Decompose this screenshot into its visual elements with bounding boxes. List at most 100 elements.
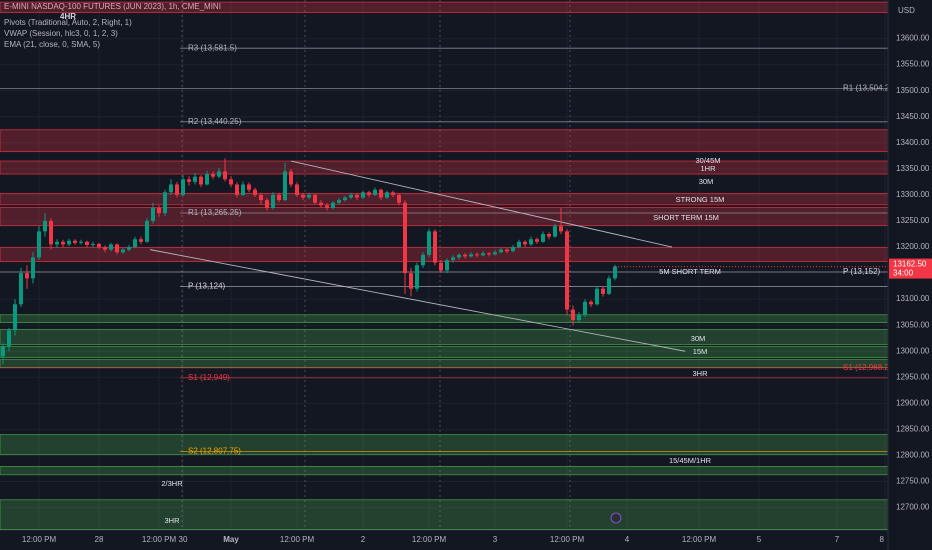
candle-body — [169, 184, 173, 193]
y-tick-label: 12900.00 — [896, 398, 930, 407]
zone — [0, 1, 889, 13]
y-tick-label: 13100.00 — [896, 294, 930, 303]
candle-body — [187, 179, 191, 182]
candle-body — [157, 207, 161, 214]
candle-body — [145, 220, 149, 242]
candle-body — [379, 189, 383, 198]
candle-body — [115, 244, 119, 253]
x-tick-label: 7 — [835, 535, 840, 544]
candle-body — [259, 194, 263, 201]
candle-body — [31, 257, 35, 279]
x-tick-label: 12:00 PM — [22, 535, 57, 544]
pivot-label: P (13,152) — [843, 267, 881, 276]
candle-body — [349, 194, 353, 198]
candle-body — [529, 239, 533, 245]
x-tick-label: 12:00 PM — [682, 535, 717, 544]
candle-body — [139, 239, 143, 242]
candle-body — [73, 240, 77, 243]
candle-body — [547, 233, 551, 237]
pivot-label: S1 (12,949) — [188, 373, 230, 382]
candle-body — [571, 309, 575, 320]
zone — [0, 499, 889, 530]
candle-body — [583, 301, 587, 315]
candle-body — [475, 254, 479, 256]
y-tick-label: 12700.00 — [896, 503, 930, 512]
x-tick-label: 12:00 PM — [280, 535, 315, 544]
candle-body — [211, 174, 215, 177]
y-tick-label: 13250.00 — [896, 216, 930, 225]
zone-annotation: SHORT TERM 15M — [653, 213, 719, 222]
zone-annotation: 1HR — [700, 164, 716, 173]
candle-body — [433, 231, 437, 263]
last-price-badge — [889, 258, 932, 279]
candle-body — [355, 194, 359, 198]
y-tick-label: 12750.00 — [896, 477, 930, 486]
candle-body — [193, 176, 197, 182]
candle-body — [103, 247, 107, 250]
zone — [0, 207, 889, 227]
y-tick-label: 13000.00 — [896, 346, 930, 355]
candle-body — [271, 194, 275, 208]
x-tick-label: 12:00 PM — [142, 535, 177, 544]
candle-body — [517, 241, 521, 248]
candle-body — [325, 205, 329, 208]
timeframe-note: 4HR — [60, 12, 76, 21]
candle-body — [151, 207, 155, 221]
x-tick-label: 2 — [361, 535, 366, 544]
x-tick-label: 3 — [493, 535, 498, 544]
candle-body — [1, 346, 5, 357]
candle-body — [229, 179, 233, 185]
candle-body — [121, 249, 125, 253]
x-tick-label: 5 — [757, 535, 762, 544]
candle-body — [541, 233, 545, 242]
candle-body — [589, 301, 593, 305]
candle-body — [451, 257, 455, 261]
last-price-label: 13162.50 — [893, 260, 927, 269]
candle-body — [253, 189, 257, 195]
candle-body — [307, 194, 311, 198]
candle-body — [361, 192, 365, 198]
candle-body — [445, 260, 449, 271]
candle-body — [577, 314, 581, 320]
candle-body — [613, 266, 617, 279]
event-icon[interactable] — [610, 512, 622, 524]
zone-annotation: 30M — [691, 334, 706, 343]
candle-body — [283, 171, 287, 201]
candle-body — [295, 184, 299, 195]
y-tick-label: 12950.00 — [896, 372, 930, 381]
candle-body — [67, 240, 71, 245]
candle-body — [127, 247, 131, 250]
candle-body — [49, 220, 53, 245]
candle-body — [481, 253, 485, 256]
candle-body — [559, 226, 563, 232]
zone-annotation: 2/3HR — [161, 479, 183, 488]
pivot-label: S2 (12,807.75) — [188, 447, 241, 456]
candle-body — [217, 171, 221, 177]
candle-body — [505, 249, 509, 252]
y-tick-label: 13200.00 — [896, 242, 930, 251]
x-tick-label: May — [223, 535, 239, 544]
candle-body — [205, 174, 209, 185]
pivot-label: S1 (12,968.25) — [843, 363, 896, 372]
candle-body — [301, 194, 305, 198]
candle-body — [409, 273, 413, 289]
y-tick-label: 13300.00 — [896, 190, 930, 199]
zone — [0, 247, 889, 263]
y-tick-label: 13500.00 — [896, 86, 930, 95]
candle-body — [43, 220, 47, 232]
candle-body — [439, 262, 443, 271]
candle-body — [181, 179, 185, 195]
trendline — [149, 249, 686, 352]
indicator-legend: EMA (21, close, 0, SMA, 5) — [4, 40, 100, 49]
y-tick-label: 12800.00 — [896, 451, 930, 460]
candle-body — [463, 254, 467, 257]
indicator-legend: VWAP (Session, hlc3, 0, 1, 2, 3) — [4, 29, 118, 38]
candle-body — [565, 231, 569, 310]
candle-body — [163, 192, 167, 214]
y-tick-label: 13050.00 — [896, 320, 930, 329]
candle-body — [247, 184, 251, 190]
x-tick-label: 12:00 PM — [412, 535, 447, 544]
zone-annotation: 3HR — [164, 516, 180, 525]
candle-body — [601, 288, 605, 294]
